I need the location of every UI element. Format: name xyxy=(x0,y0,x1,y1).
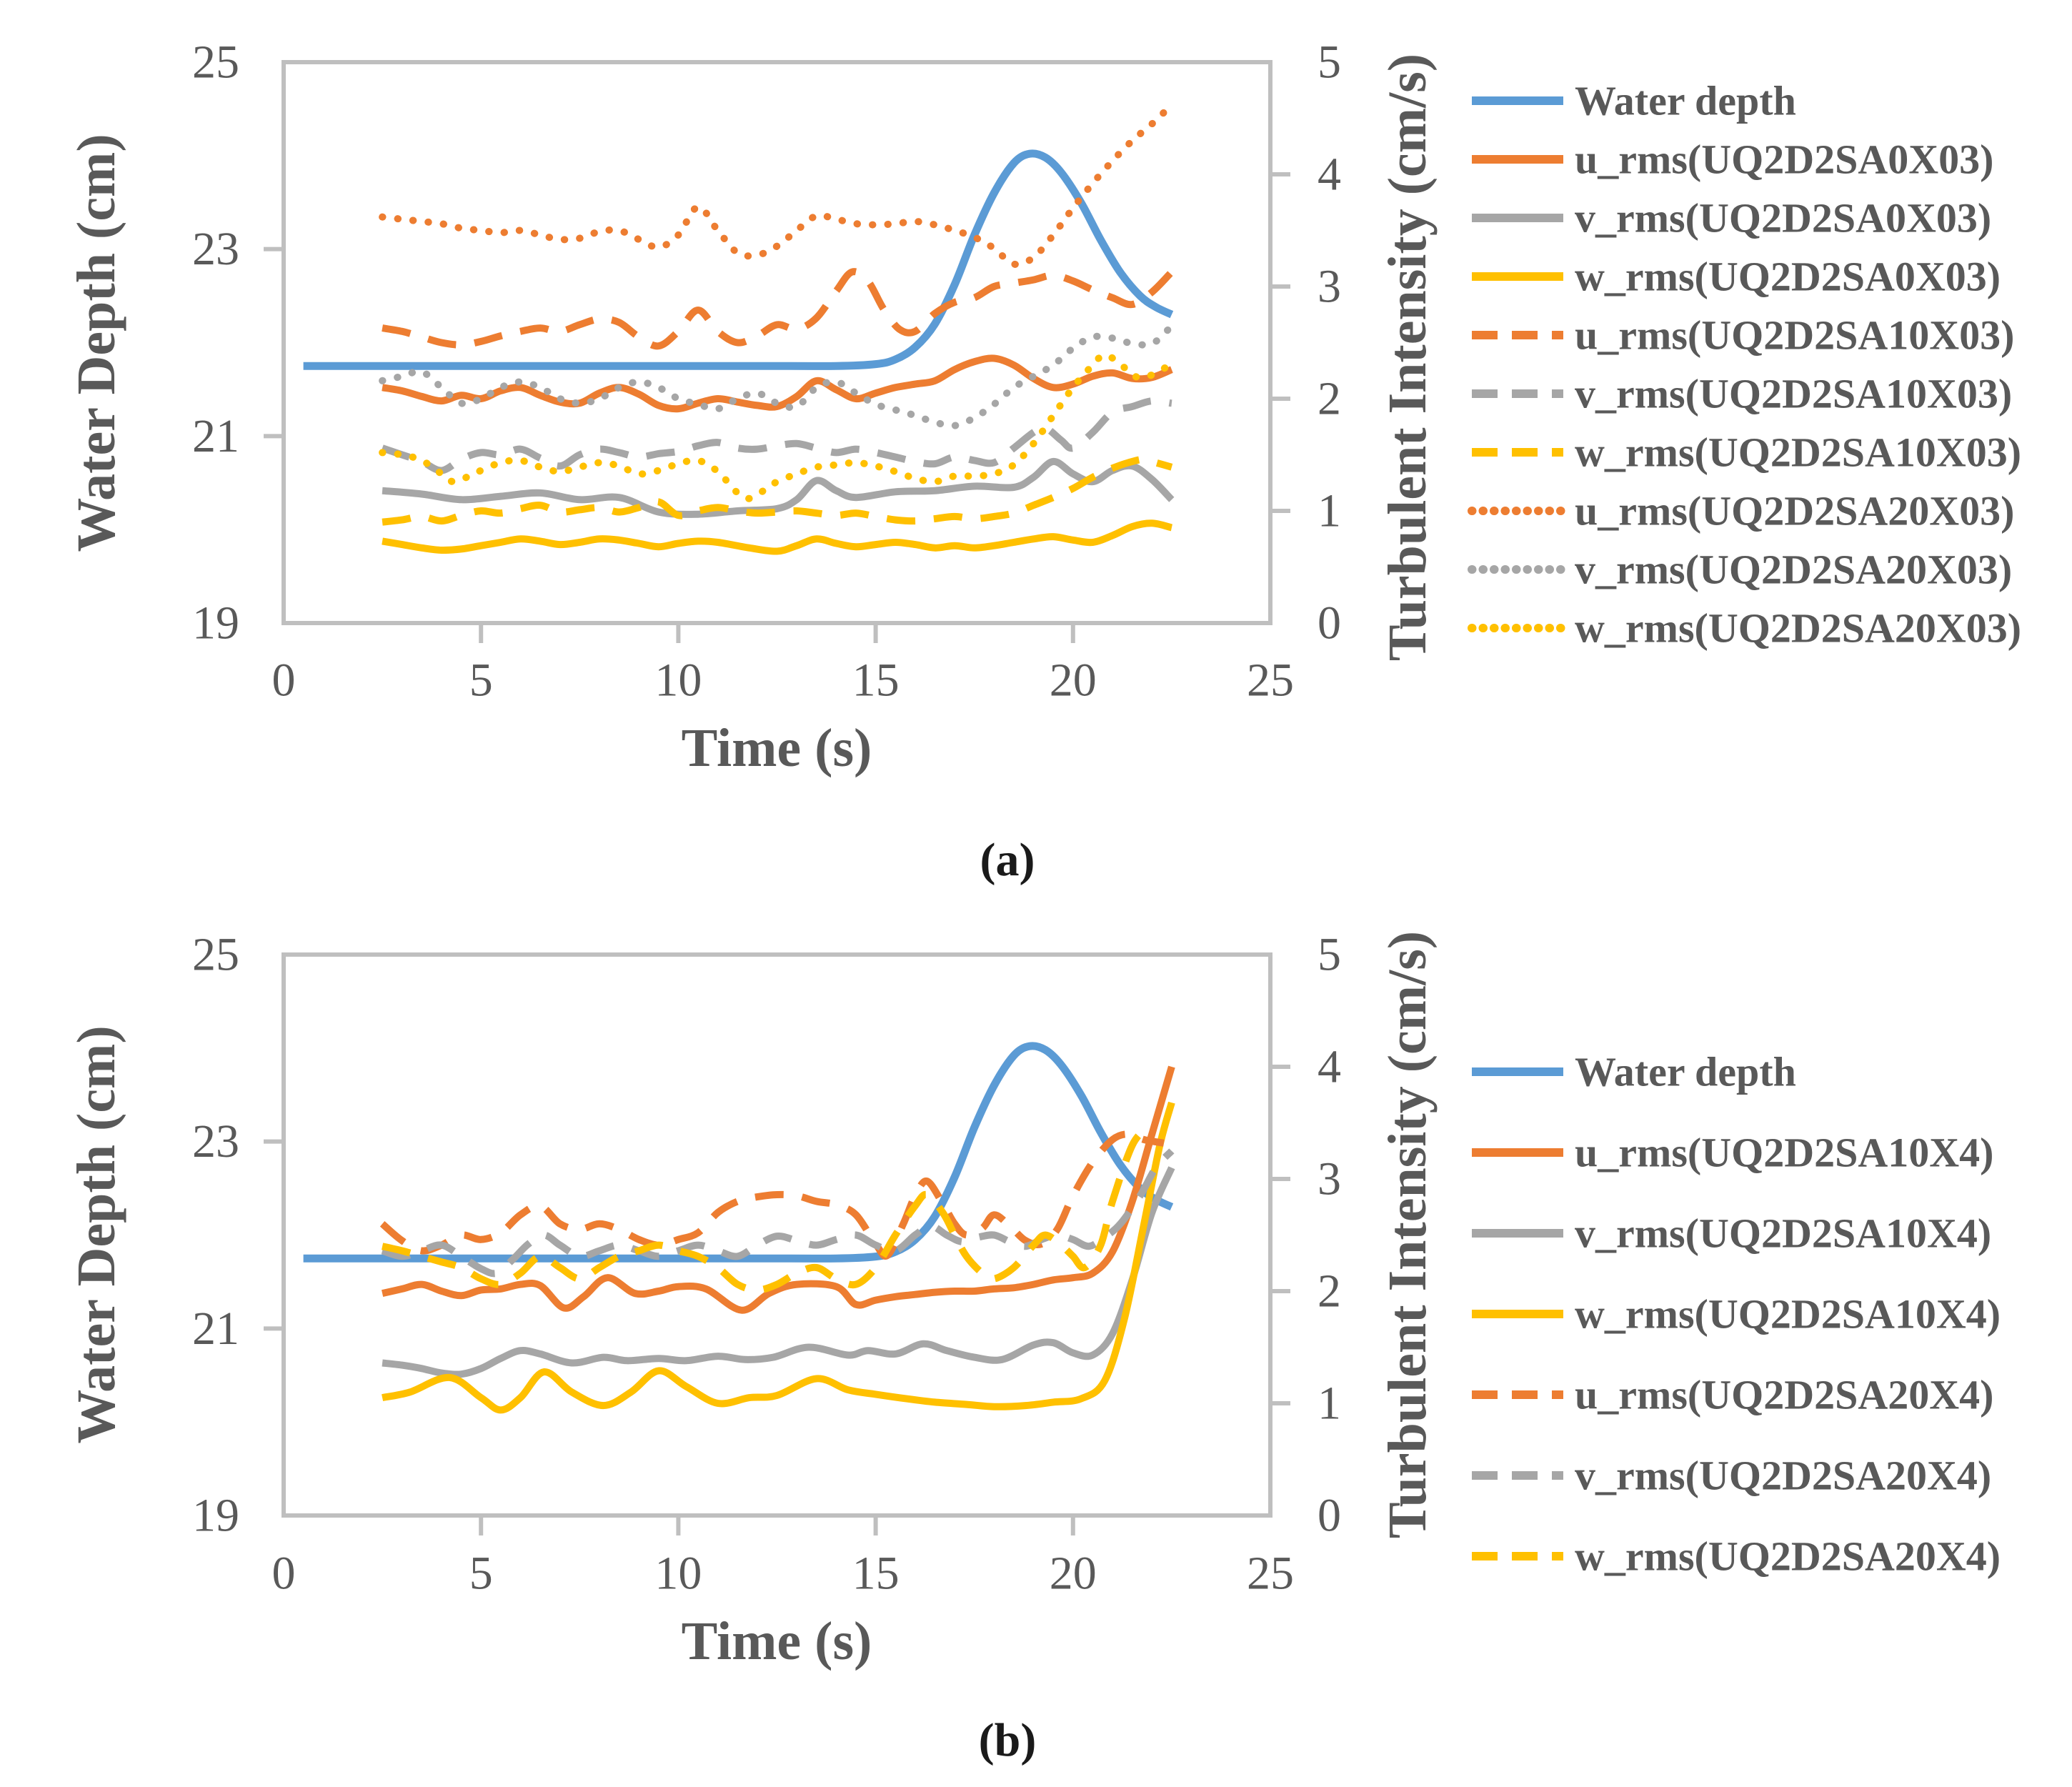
chart-b-x-title: Time (s) xyxy=(682,1611,872,1671)
legend-item-u_rms(UQ2D2SA10X4): u_rms(UQ2D2SA10X4) xyxy=(1472,1130,1993,1176)
series-line-Water depth xyxy=(303,1042,1174,1263)
x-tick-label: 0 xyxy=(272,654,296,707)
legend-item-Water depth: Water depth xyxy=(1472,78,1796,124)
series-line-w_rms(UQ2D2SA0X03) xyxy=(382,519,1173,555)
x-tick-label: 10 xyxy=(654,1548,702,1600)
x-tick-label: 0 xyxy=(272,1548,296,1600)
legend-item-w_rms(UQ2D2SA0X03): w_rms(UQ2D2SA0X03) xyxy=(1472,254,2001,300)
legend-label: Water depth xyxy=(1575,1049,1796,1095)
legend-item-u_rms(UQ2D2SA20X03): u_rms(UQ2D2SA20X03) xyxy=(1468,488,2014,534)
legend-item-v_rms(UQ2D2SA0X03): v_rms(UQ2D2SA0X03) xyxy=(1472,195,1991,242)
legend-label: u_rms(UQ2D2SA10X4) xyxy=(1575,1130,1993,1176)
legend-label: Water depth xyxy=(1575,78,1796,124)
legend-item-v_rms(UQ2D2SA20X4): v_rms(UQ2D2SA20X4) xyxy=(1472,1453,1991,1499)
legend-label: v_rms(UQ2D2SA10X03) xyxy=(1575,371,2012,417)
chart-b-y-left-title: Water Depth (cm) xyxy=(66,1025,126,1443)
chart-b-y-right-title: Turbulent Intensity (cm/s) xyxy=(1378,931,1438,1538)
series-line-v_rms(UQ2D2SA20X03) xyxy=(379,322,1175,429)
chart-a-y-right-title: Turbulent Intensity (cm/s) xyxy=(1378,54,1438,661)
y-right-tick-label: 2 xyxy=(1318,373,1341,425)
y-right-tick-label: 2 xyxy=(1318,1265,1341,1318)
legend-item-u_rms(UQ2D2SA0X03): u_rms(UQ2D2SA0X03) xyxy=(1472,136,1993,183)
legend-label: v_rms(UQ2D2SA20X4) xyxy=(1575,1453,1991,1499)
legend-label: v_rms(UQ2D2SA20X03) xyxy=(1575,547,2012,593)
legend-label: u_rms(UQ2D2SA10X03) xyxy=(1575,312,2014,359)
series-line-u_rms(UQ2D2SA20X03) xyxy=(379,101,1175,269)
chart-b-caption: (b) xyxy=(979,1714,1037,1766)
chart-a-x-title: Time (s) xyxy=(682,718,872,778)
y-right-tick-label: 3 xyxy=(1318,1153,1341,1205)
y-right-tick-label: 5 xyxy=(1318,36,1341,89)
legend-item-v_rms(UQ2D2SA10X03): v_rms(UQ2D2SA10X03) xyxy=(1472,371,2012,417)
y-right-tick-label: 4 xyxy=(1318,149,1341,201)
series-line-Water depth xyxy=(303,149,1174,370)
plot-box xyxy=(282,60,1272,625)
y-right-tick-label: 4 xyxy=(1318,1041,1341,1093)
legend-item-v_rms(UQ2D2SA10X4): v_rms(UQ2D2SA10X4) xyxy=(1472,1210,1991,1257)
x-tick-label: 15 xyxy=(852,1548,900,1600)
x-tick-label: 25 xyxy=(1247,654,1294,707)
legend-item-w_rms(UQ2D2SA20X03): w_rms(UQ2D2SA20X03) xyxy=(1468,605,2021,652)
y-left-tick-label: 23 xyxy=(192,223,239,275)
series-line-u_rms(UQ2D2SA10X4) xyxy=(381,1065,1175,1314)
legend-label: v_rms(UQ2D2SA0X03) xyxy=(1575,195,1991,242)
x-tick-label: 5 xyxy=(469,1548,493,1600)
y-left-tick-label: 19 xyxy=(192,1490,239,1542)
chart-a-y-left-title: Water Depth (cm) xyxy=(66,134,126,552)
series-line-w_rms(UQ2D2SA10X03) xyxy=(382,455,1173,526)
chart-a-caption: (a) xyxy=(980,834,1035,886)
series-line-u_rms(UQ2D2SA0X03) xyxy=(382,354,1173,413)
legend-label: w_rms(UQ2D2SA20X4) xyxy=(1575,1533,2001,1580)
legend-item-v_rms(UQ2D2SA20X03): v_rms(UQ2D2SA20X03) xyxy=(1468,547,2012,593)
x-tick-label: 15 xyxy=(852,654,900,707)
series-line-v_rms(UQ2D2SA20X4) xyxy=(381,1148,1175,1278)
chart-b-legend: Water depth u_rms(UQ2D2SA10X4) v_rms(UQ2D2… xyxy=(1472,1049,2001,1580)
series-line-v_rms(UQ2D2SA10X4) xyxy=(382,1166,1175,1378)
y-right-tick-label: 0 xyxy=(1318,1490,1341,1542)
legend-label: w_rms(UQ2D2SA20X03) xyxy=(1575,605,2021,652)
legend-label: w_rms(UQ2D2SA10X03) xyxy=(1575,429,2021,476)
legend-item-w_rms(UQ2D2SA20X4): w_rms(UQ2D2SA20X4) xyxy=(1472,1533,2001,1580)
y-right-tick-label: 1 xyxy=(1318,1378,1341,1430)
y-left-tick-label: 25 xyxy=(192,36,239,89)
x-tick-label: 20 xyxy=(1050,1548,1097,1600)
y-right-tick-label: 3 xyxy=(1318,261,1341,313)
chart-a-legend: Water depth u_rms(UQ2D2SA0X03) v_rms(UQ2D2… xyxy=(1468,78,2021,652)
x-tick-label: 25 xyxy=(1247,1548,1294,1600)
legend-label: v_rms(UQ2D2SA10X4) xyxy=(1575,1210,1991,1257)
legend-label: u_rms(UQ2D2SA20X03) xyxy=(1575,488,2014,534)
plot-box xyxy=(282,952,1272,1518)
series-line-w_rms(UQ2D2SA10X4) xyxy=(382,1101,1175,1414)
legend-label: u_rms(UQ2D2SA0X03) xyxy=(1575,136,1993,183)
y-right-tick-label: 0 xyxy=(1318,597,1341,649)
legend-item-u_rms(UQ2D2SA10X03): u_rms(UQ2D2SA10X03) xyxy=(1472,312,2014,359)
y-left-tick-label: 21 xyxy=(192,1303,239,1355)
y-right-tick-label: 5 xyxy=(1318,929,1341,981)
y-left-tick-label: 19 xyxy=(192,597,239,649)
y-left-tick-label: 23 xyxy=(192,1115,239,1168)
legend-item-w_rms(UQ2D2SA10X4): w_rms(UQ2D2SA10X4) xyxy=(1472,1291,2001,1338)
legend-item-w_rms(UQ2D2SA10X03): w_rms(UQ2D2SA10X03) xyxy=(1472,429,2021,476)
legend-item-Water depth: Water depth xyxy=(1472,1049,1796,1095)
y-left-tick-label: 21 xyxy=(192,410,239,462)
series-line-u_rms(UQ2D2SA10X03) xyxy=(382,268,1175,350)
legend-item-u_rms(UQ2D2SA20X4): u_rms(UQ2D2SA20X4) xyxy=(1472,1372,1993,1418)
series-line-w_rms(UQ2D2SA20X4) xyxy=(382,1125,1151,1294)
x-tick-label: 10 xyxy=(654,654,702,707)
legend-label: w_rms(UQ2D2SA10X4) xyxy=(1575,1291,2001,1338)
x-tick-label: 20 xyxy=(1050,654,1097,707)
legend-label: w_rms(UQ2D2SA0X03) xyxy=(1575,254,2001,300)
series-line-v_rms(UQ2D2SA10X03) xyxy=(381,397,1172,474)
x-tick-label: 5 xyxy=(469,654,493,707)
series-line-v_rms(UQ2D2SA0X03) xyxy=(382,457,1175,518)
series-line-w_rms(UQ2D2SA20X03) xyxy=(379,351,1175,502)
y-right-tick-label: 1 xyxy=(1318,485,1341,537)
legend-label: u_rms(UQ2D2SA20X4) xyxy=(1575,1372,1993,1418)
y-left-tick-label: 25 xyxy=(192,929,239,981)
